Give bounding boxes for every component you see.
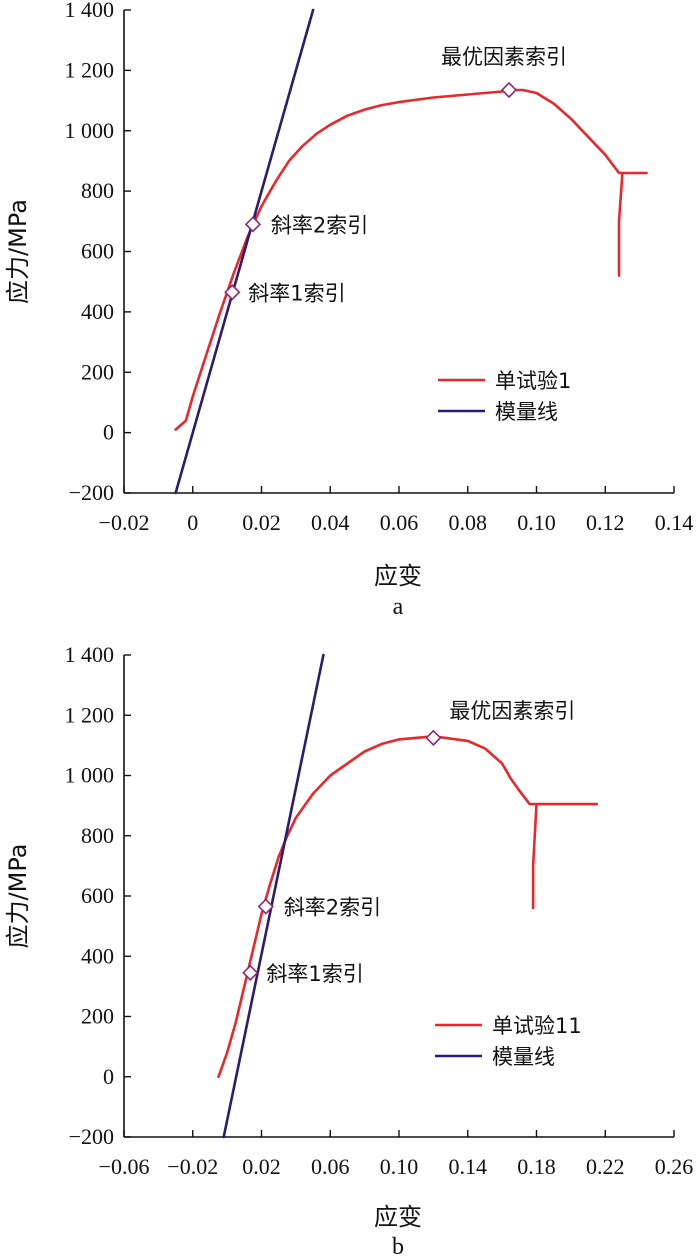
y-tick-label: 1 000 xyxy=(65,763,115,788)
y-tick-label: 200 xyxy=(81,359,114,384)
y-tick-label: 800 xyxy=(81,178,114,203)
x-tick-label: 0.10 xyxy=(517,510,556,535)
legend-label: 模量线 xyxy=(495,400,558,424)
y-tick-label: −200 xyxy=(69,1124,114,1149)
y-tick-label: 1 200 xyxy=(65,702,115,727)
y-tick-label: 400 xyxy=(81,943,114,968)
modulus-line xyxy=(222,653,325,1139)
y-tick-label: 400 xyxy=(81,299,114,324)
x-tick-label: 0 xyxy=(187,510,198,535)
y-tick-label: 1 000 xyxy=(65,118,115,143)
x-axis-title: 应变 xyxy=(374,1203,422,1231)
x-tick-label: 0.26 xyxy=(655,1154,694,1179)
y-tick-label: 600 xyxy=(81,883,114,908)
y-tick-label: 0 xyxy=(103,420,114,445)
x-tick-label: 0.06 xyxy=(380,510,419,535)
y-tick-label: 600 xyxy=(81,239,114,264)
y-tick-label: 1 400 xyxy=(65,642,115,667)
y-tick-label: 800 xyxy=(81,823,114,848)
x-tick-label: 0.14 xyxy=(449,1154,488,1179)
x-tick-label: 0.06 xyxy=(311,1154,350,1179)
annotation-marker xyxy=(500,81,518,99)
annotation-label: 斜率1索引 xyxy=(266,962,363,986)
annotation-marker xyxy=(224,284,241,301)
annotation-label: 斜率2索引 xyxy=(284,896,381,920)
y-tick-label: 1 400 xyxy=(65,0,115,22)
y-axis-title: 应力/MPa xyxy=(4,199,32,304)
x-tick-label: 0.14 xyxy=(655,510,694,535)
x-tick-label: −0.02 xyxy=(167,1154,218,1179)
x-tick-label: 0.04 xyxy=(311,510,350,535)
x-tick-label: 0.08 xyxy=(449,510,488,535)
panel-label: a xyxy=(393,594,404,620)
legend-label: 模量线 xyxy=(492,1045,555,1069)
annotation-marker xyxy=(257,898,274,915)
x-tick-label: −0.02 xyxy=(99,510,150,535)
chart-panel-a: −200 0 200 400 600 800 1 000 1 200 1 400 −0.02 0 0.… xyxy=(4,0,693,620)
test-curve-line xyxy=(217,734,599,1079)
x-tick-label: 0.22 xyxy=(586,1154,625,1179)
annotation-marker xyxy=(425,729,442,746)
x-tick-label: 0.18 xyxy=(517,1154,556,1179)
modulus-line xyxy=(174,8,315,495)
x-axis-title: 应变 xyxy=(374,562,422,590)
annotation-label: 斜率2索引 xyxy=(271,213,368,237)
y-tick-label: 1 200 xyxy=(65,57,115,82)
annotation-marker xyxy=(244,216,262,233)
legend-label: 单试验11 xyxy=(492,1014,582,1038)
x-tick-label: 0.02 xyxy=(242,510,281,535)
y-tick-label: 0 xyxy=(103,1064,114,1089)
annotation-label: 最优因素索引 xyxy=(441,45,567,69)
panel-label: b xyxy=(392,1234,404,1260)
x-tick-label: 0.12 xyxy=(586,510,625,535)
x-tick-label: 0.02 xyxy=(242,1154,281,1179)
chart-panel-b: −200 0 200 400 600 800 1 000 1 200 1 400 −0.06 −0.… xyxy=(4,642,693,1260)
annotation-label: 斜率1索引 xyxy=(248,281,345,305)
y-tick-label: −200 xyxy=(69,480,114,505)
x-tick-label: −0.06 xyxy=(99,1154,150,1179)
x-tick-label: 0.10 xyxy=(380,1154,419,1179)
test-curve-line xyxy=(174,88,648,431)
annotation-label: 最优因素索引 xyxy=(449,699,575,723)
legend-label: 单试验1 xyxy=(495,369,571,393)
y-axis-title: 应力/MPa xyxy=(4,844,32,949)
y-tick-label: 200 xyxy=(81,1004,114,1029)
annotation-marker xyxy=(242,964,259,981)
